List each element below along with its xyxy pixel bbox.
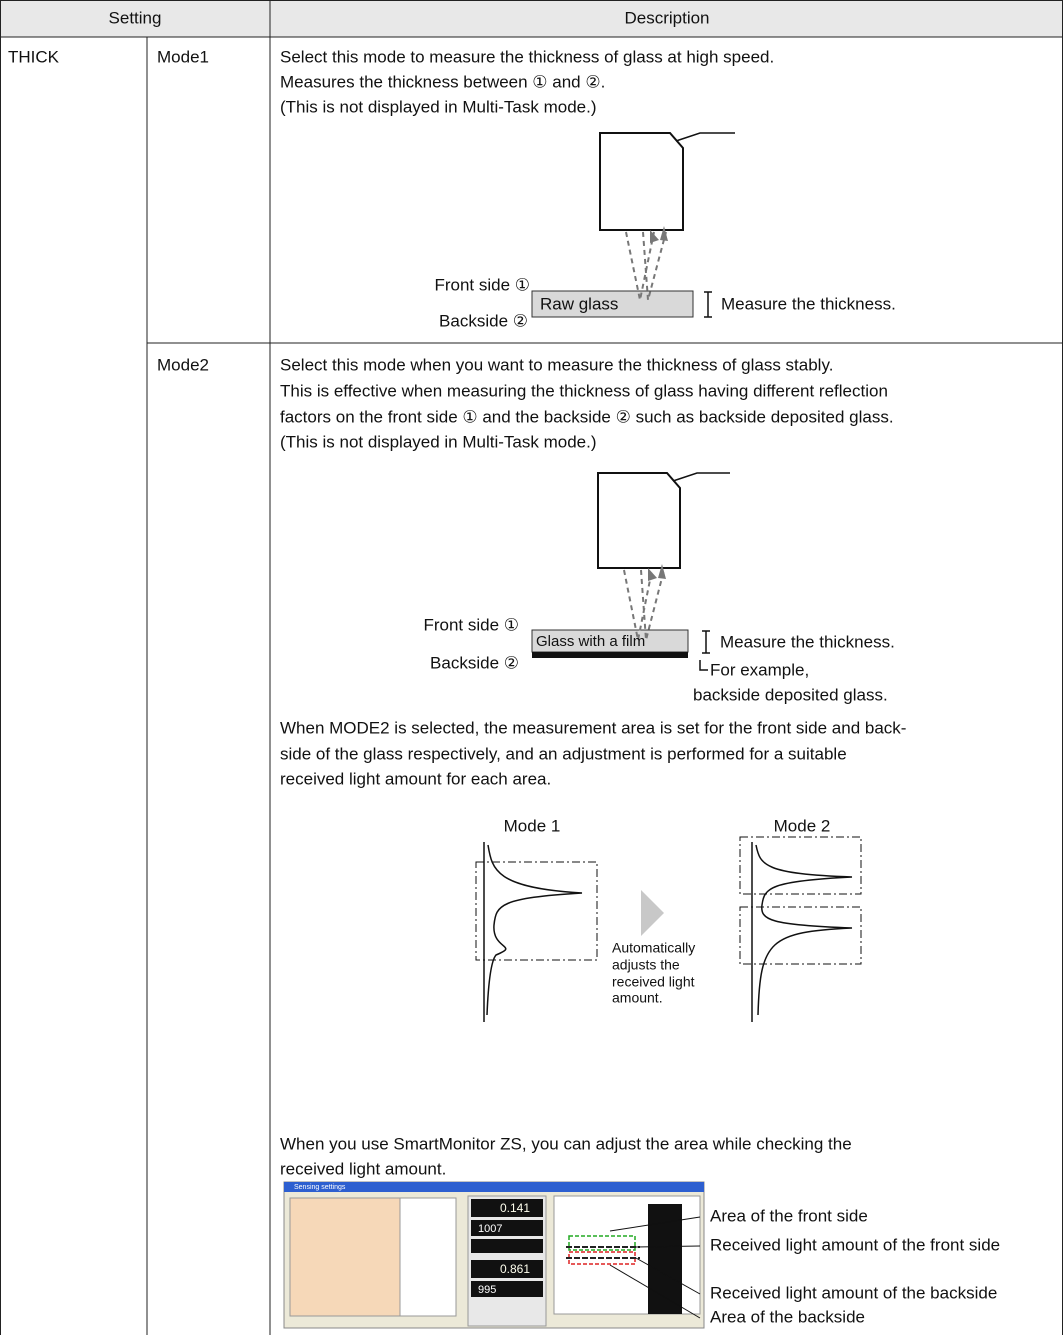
front-area (568, 1235, 636, 1251)
leader (635, 1257, 701, 1295)
back-label: Backside ② (439, 311, 528, 330)
comparison-diagram: Mode 1 Mode 2 Automatically adjusts the … (475, 816, 862, 1022)
mode-label: Mode1 (157, 47, 209, 66)
leader (609, 1264, 701, 1319)
sensor-head (599, 132, 684, 231)
film (532, 652, 688, 658)
value-box (471, 1260, 543, 1278)
present-value: 0.141 (500, 1201, 530, 1215)
desc-line: When MODE2 is selected, the measurement … (280, 718, 906, 737)
desc-line: factors on the front side ① and the back… (280, 407, 894, 426)
arrow-text: adjusts the (612, 957, 680, 973)
back-label: Backside ② (430, 653, 519, 672)
callout: Received light amount of the backside (710, 1283, 997, 1302)
desc-line: received light amount for each area. (280, 769, 551, 788)
glass-label: Raw glass (540, 294, 618, 313)
note-leader (699, 660, 708, 671)
sensor-cable (675, 132, 735, 142)
callout: Received light amount of the front side (710, 1235, 1000, 1254)
mode2-diagram: Glass with a film Front side ① Backside … (423, 472, 895, 704)
window-title: Sensing settings (294, 1184, 346, 1191)
present-value: 0.861 (500, 1262, 530, 1276)
incident-level: 995 (478, 1284, 496, 1296)
arrow-text: Automatically (612, 940, 695, 956)
mode1-title: Mode 1 (504, 816, 561, 835)
area (475, 861, 598, 961)
desc-line: Select this mode when you want to measur… (280, 355, 833, 374)
group-label: THICK (8, 47, 60, 66)
desc-line: Measures the thickness between ① and ②. (280, 72, 605, 91)
callout: Area of the backside (710, 1307, 865, 1326)
screenshot: Sensing settings 0.141 1007 0.861 995 (283, 1181, 705, 1329)
front-label: Front side ① (434, 275, 530, 294)
header-description: Description (624, 8, 709, 27)
note-line: backside deposited glass. (693, 685, 888, 704)
sensor-head (597, 472, 681, 569)
area (739, 906, 862, 965)
settings-col (399, 1197, 457, 1317)
incident-level: 1007 (478, 1223, 502, 1235)
arrow (641, 890, 664, 936)
leader (609, 1216, 701, 1232)
beam (625, 231, 667, 301)
arrow-text: amount. (612, 990, 663, 1006)
desc-line: When you use SmartMonitor ZS, you can ad… (280, 1134, 852, 1153)
header-bg (1, 1, 1062, 37)
desc-line: (This is not displayed in Multi-Task mod… (280, 432, 597, 451)
desc-line: Select this mode to measure the thicknes… (280, 47, 774, 66)
waveform (486, 844, 583, 1016)
beam-arrow (650, 230, 659, 243)
glass (531, 290, 694, 318)
title-bar (284, 1182, 704, 1192)
measure-label: Measure the thickness. (720, 632, 895, 651)
waveform (755, 844, 853, 1016)
measure-label: Measure the thickness. (721, 294, 896, 313)
thickness-bracket (702, 630, 710, 654)
front-label: Front side ① (423, 615, 519, 634)
mode2-title: Mode 2 (774, 816, 831, 835)
arrow-text: received light (612, 974, 695, 990)
note-line: For example, (710, 660, 809, 679)
mode1-diagram: Raw glass Front side ① Backside ② Measur… (434, 132, 896, 330)
desc-line: This is effective when measuring the thi… (280, 381, 888, 400)
value-box (471, 1281, 543, 1297)
glass-label: Glass with a film (536, 633, 645, 650)
leader (635, 1245, 701, 1248)
area (739, 836, 862, 895)
desc-line: received light amount. (280, 1159, 446, 1178)
beam-arrow (658, 564, 666, 579)
desc-line: (This is not displayed in Multi-Task mod… (280, 97, 597, 116)
beam (623, 569, 665, 641)
thickness-bracket (704, 291, 712, 318)
callout: Area of the front side (710, 1206, 868, 1225)
sensor-cable (672, 472, 730, 482)
value-box (471, 1239, 543, 1253)
header-setting: Setting (109, 8, 162, 27)
callouts: Area of the front side Received light am… (609, 1206, 1000, 1326)
beam-arrow (648, 568, 657, 581)
value-box (471, 1220, 543, 1236)
beam-arrow (660, 226, 668, 241)
value-box (471, 1199, 543, 1217)
desc-line: side of the glass respectively, and an a… (280, 744, 847, 763)
mode-label: Mode2 (157, 355, 209, 374)
